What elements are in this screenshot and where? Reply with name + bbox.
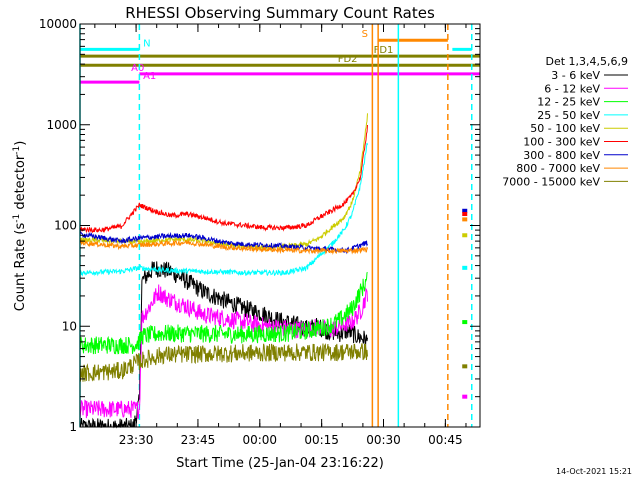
- y-tick-label-2: 100: [54, 219, 77, 233]
- x-axis-ticks: 23:30 23:45 00:00 00:15 00:30 00:45: [94, 24, 467, 447]
- legend-title: Det 1,3,4,5,6,9: [545, 55, 628, 68]
- legend-label-7: 800 - 7000 keV: [516, 162, 600, 175]
- series-line-5: [79, 124, 368, 234]
- y-axis-label: Count Rate (s-1 detector-1): [12, 141, 28, 312]
- flag-label-a0: A0: [131, 63, 144, 74]
- x-tick-label-5: 00:45: [428, 433, 463, 447]
- legend-label-4: 50 - 100 keV: [530, 122, 600, 135]
- x-axis-label: Start Time (25-Jan-04 23:16:22): [176, 456, 384, 471]
- legend-label-8: 7000 - 15000 keV: [502, 175, 600, 188]
- legend-label-2: 12 - 25 keV: [537, 96, 600, 109]
- x-tick-label-1: 23:45: [181, 433, 216, 447]
- late-marker-4: [462, 265, 468, 270]
- flag-label-a1: A1: [143, 71, 156, 82]
- late-marker-6: [462, 364, 468, 369]
- flag-label-n: N: [143, 38, 150, 49]
- flag-label-s: S: [362, 29, 368, 40]
- x-tick-label-2: 00:00: [242, 433, 277, 447]
- x-tick-label-3: 00:15: [304, 433, 339, 447]
- y-axis-ticks: 1 10 100 1000 10000: [39, 17, 480, 434]
- y-tick-label-4: 10000: [39, 17, 77, 31]
- late-marker-0: [462, 208, 468, 213]
- legend-label-3: 25 - 50 keV: [537, 109, 600, 122]
- late-marker-7: [462, 394, 468, 399]
- late-marker-5: [462, 320, 468, 325]
- legend-label-6: 300 - 800 keV: [523, 149, 600, 162]
- series-lines: [79, 113, 368, 429]
- late-marker-3: [462, 233, 468, 238]
- late-marker-2: [462, 217, 468, 222]
- series-line-6: [79, 230, 368, 255]
- series-line-8: [79, 343, 368, 382]
- late-marker-1: [462, 212, 468, 217]
- x-tick-label-4: 00:30: [366, 433, 401, 447]
- legend-label-1: 6 - 12 keV: [544, 82, 600, 95]
- chart-title: RHESSI Observing Summary Count Rates: [125, 4, 435, 22]
- legend-label-5: 100 - 300 keV: [523, 136, 600, 149]
- series-line-7: [79, 238, 368, 255]
- y-tick-label-1: 10: [62, 319, 77, 333]
- series-line-2: [79, 271, 368, 355]
- y-tick-label-3: 1000: [46, 118, 77, 132]
- x-tick-label-0: 23:30: [119, 433, 154, 447]
- late-markers: [462, 208, 468, 399]
- y-tick-label-0: 1: [69, 420, 77, 434]
- legend-label-0: 3 - 6 keV: [551, 69, 600, 82]
- flag-label-fd1: FD1: [374, 45, 394, 56]
- flag-label-fd2: FD2: [338, 54, 358, 65]
- footer-timestamp: 14-Oct-2021 15:21: [556, 467, 632, 476]
- series-line-3: [79, 142, 368, 277]
